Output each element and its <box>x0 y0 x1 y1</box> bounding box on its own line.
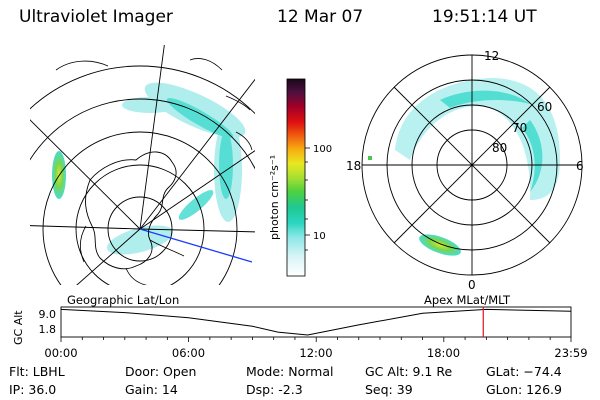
noon-meridian-line <box>139 228 253 263</box>
observation-date: 12 Mar 07 <box>277 7 364 27</box>
altitude-series-line <box>60 308 572 336</box>
mlt-label-0: 0 <box>468 278 476 292</box>
mlt-label-18: 18 <box>346 159 361 173</box>
left-panel-label: Geographic Lat/Lon <box>67 293 179 307</box>
info-gain: Gain: 14 <box>125 382 178 397</box>
lat-label-70: 70 <box>512 121 527 135</box>
coastline <box>85 151 177 270</box>
observation-time: 19:51:14 UT <box>432 7 537 27</box>
aurora-oval-polar <box>395 78 560 200</box>
info-glat: GLat: −74.4 <box>486 364 562 379</box>
mlt-label-12: 12 <box>484 49 499 63</box>
timeline-xtick-1200: 12:00 <box>299 346 332 360</box>
timeline-xtick-0600: 06:00 <box>172 346 205 360</box>
colorbar-unit-label: photon cm⁻²s⁻¹ <box>268 155 281 240</box>
info-filter: Flt: LBHL <box>9 364 65 379</box>
info-seq: Seq: 39 <box>365 382 413 397</box>
info-gc-alt: GC Alt: 9.1 Re <box>365 364 453 379</box>
timeline-xtick-0000: 00:00 <box>44 346 77 360</box>
geographic-map <box>30 45 255 285</box>
timeline-xtick-2359: 23:59 <box>554 346 587 360</box>
lat-label-60: 60 <box>537 100 552 114</box>
info-mode: Mode: Normal <box>246 364 334 379</box>
info-door: Door: Open <box>125 364 197 379</box>
polar-plot: 12 18 6 0 60 70 80 <box>346 49 584 292</box>
lat-label-80: 80 <box>492 141 507 155</box>
timeline-xtick-1800: 18:00 <box>427 346 460 360</box>
instrument-title: Ultraviolet Imager <box>19 7 173 27</box>
aurora-hotspot-polar <box>419 234 461 256</box>
timeline-ytick-top: 9.0 <box>39 308 57 321</box>
info-glon: GLon: 126.9 <box>486 382 562 397</box>
colorbar-tick-100: 100 <box>313 144 332 155</box>
timeline-ylabel: GC Alt <box>12 310 25 345</box>
timeline-frame <box>60 306 572 338</box>
right-panel-label: Apex MLat/MLT <box>424 293 511 307</box>
timeline-ytick-bottom: 1.8 <box>39 323 57 336</box>
colorbar <box>286 78 306 277</box>
colorbar-tick-10: 10 <box>313 231 326 242</box>
mlt-label-6: 6 <box>576 159 584 173</box>
info-dsp: Dsp: -2.3 <box>246 382 303 397</box>
info-ip: IP: 36.0 <box>9 382 57 397</box>
